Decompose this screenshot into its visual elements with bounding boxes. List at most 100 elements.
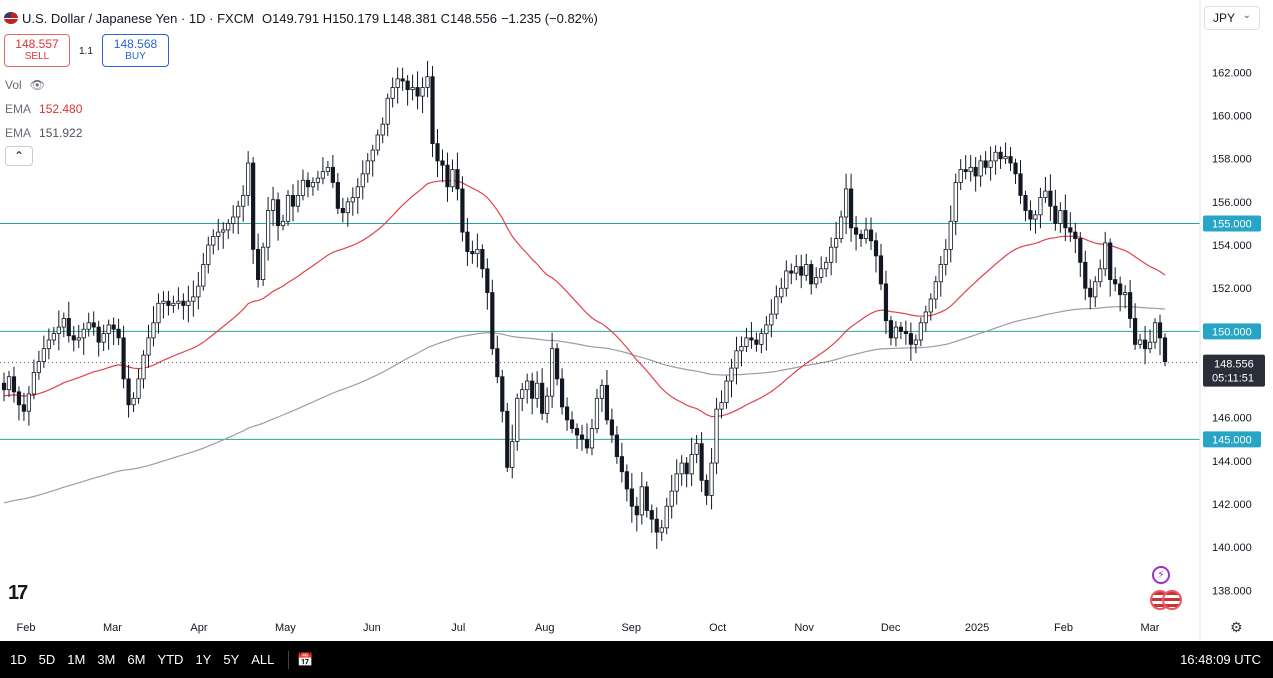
candle-body [21, 404, 27, 412]
candle-body [41, 348, 46, 363]
candle-body [420, 87, 425, 97]
candle-body [1093, 281, 1098, 298]
time-tick-label: Feb [1054, 622, 1073, 634]
candle-body [968, 166, 973, 173]
gear-icon[interactable]: ⚙ [1230, 619, 1243, 635]
candle-body [554, 348, 560, 380]
candle-body [6, 376, 12, 391]
candle-body [1053, 205, 1058, 224]
price-chart[interactable]: 138.000140.000142.000144.000146.000148.0… [0, 0, 1273, 641]
candle-body [1098, 268, 1103, 283]
utc-clock[interactable]: 16:48:09 UTC [1180, 652, 1261, 667]
chevron-up-icon: ⌃ [13, 149, 25, 163]
time-axis: Feb Mar Apr May Jun Jul Aug Sep Oct Nov Dec 2025 Feb… [17, 622, 1160, 634]
candle-body [918, 322, 923, 341]
ema-slow-row[interactable]: EMA 151.922 [5, 126, 83, 140]
candle-body [241, 195, 246, 207]
candle-body [495, 348, 500, 378]
price-tags: 155.000 150.000 145.000 148.556 05:11:51 [0, 215, 1265, 448]
buy-button[interactable]: 148.568 BUY [102, 34, 169, 67]
lightning-icon[interactable]: ⚡ [1152, 566, 1170, 584]
collapse-indicators-button[interactable]: ⌃ [5, 146, 33, 166]
candle-body [1088, 287, 1093, 298]
eye-off-icon[interactable]: 👁 [29, 78, 45, 92]
candle-body [784, 270, 789, 289]
symbol-name[interactable]: U.S. Dollar / Japanese Yen · 1D · FXCM [22, 10, 254, 26]
ema-fast-row[interactable]: EMA 152.480 [5, 102, 83, 116]
candle-body [16, 391, 22, 406]
candle-body [535, 382, 540, 399]
range-all-button[interactable]: ALL [251, 652, 275, 667]
candle-body [315, 177, 321, 183]
candle-body [285, 195, 291, 222]
calendar-icon[interactable]: 📅 [297, 651, 314, 667]
candle-body [36, 361, 41, 373]
candle-body [983, 160, 988, 168]
range-5y-button[interactable]: 5Y [223, 652, 240, 667]
change-readout: −1.235 (−0.82%) [500, 10, 598, 26]
candle-body [350, 197, 355, 203]
candle-body [1113, 279, 1118, 285]
candle-body [814, 277, 819, 285]
price-tick-label: 142.000 [1212, 499, 1252, 511]
candle-body [256, 248, 261, 280]
candle-body [375, 134, 380, 151]
candle-body [1078, 238, 1083, 263]
candle-body [101, 333, 106, 343]
candle-body [853, 227, 859, 235]
candle-body [619, 456, 624, 473]
candle-body [370, 149, 375, 162]
candle-body [465, 231, 470, 252]
candle-body [769, 313, 774, 326]
candle-body [310, 182, 316, 188]
candle-body [744, 337, 749, 347]
tradingview-logo: 17 [8, 582, 28, 604]
price-tick-label: 144.000 [1212, 456, 1252, 468]
range-3m-button[interactable]: 3M [97, 652, 116, 667]
candle-body [460, 188, 465, 233]
candle-body [1157, 322, 1163, 339]
range-1y-button[interactable]: 1Y [195, 652, 212, 667]
candle-body [1147, 341, 1153, 350]
candle-body [345, 201, 350, 214]
candle-body [400, 78, 405, 82]
candle-body [31, 372, 36, 395]
candle-body [405, 80, 410, 91]
candle-body [594, 397, 600, 429]
candle-body [978, 160, 983, 177]
candle-body [146, 337, 151, 356]
candle-body [824, 261, 829, 270]
price-tick-label: 156.000 [1212, 197, 1252, 209]
candle-body [96, 326, 101, 343]
candle-body [515, 397, 520, 442]
events-flags-icon[interactable] [1150, 590, 1190, 610]
candle-body [834, 238, 839, 248]
candle-body [614, 434, 619, 457]
candle-body [943, 248, 948, 265]
candle-body [903, 330, 908, 334]
price-tick-label: 140.000 [1212, 542, 1252, 554]
currency-selector[interactable]: JPY ⌄ [1204, 6, 1260, 30]
time-tick-label: May [275, 622, 296, 634]
range-1d-button[interactable]: 1D [10, 652, 27, 667]
range-1m-button[interactable]: 1M [67, 652, 86, 667]
sell-button[interactable]: 148.557 SELL [4, 34, 70, 67]
range-ytd-button[interactable]: YTD [157, 652, 184, 667]
candle-body [510, 441, 515, 468]
volume-indicator-row[interactable]: Vol 👁 [5, 78, 45, 92]
candle-body [1073, 231, 1078, 239]
candle-body [1038, 197, 1043, 216]
range-6m-button[interactable]: 6M [127, 652, 146, 667]
candle-body [694, 443, 699, 455]
candle-body [609, 419, 615, 436]
candle-body [265, 210, 271, 248]
range-5d-button[interactable]: 5D [38, 652, 56, 667]
candle-body [156, 302, 161, 324]
candle-body [928, 298, 933, 313]
candle-body [390, 87, 395, 99]
price-tick-label: 138.000 [1212, 585, 1252, 597]
candle-body [948, 220, 953, 250]
candle-body [1083, 261, 1088, 289]
candle-body [938, 264, 943, 283]
candle-body [415, 87, 420, 97]
